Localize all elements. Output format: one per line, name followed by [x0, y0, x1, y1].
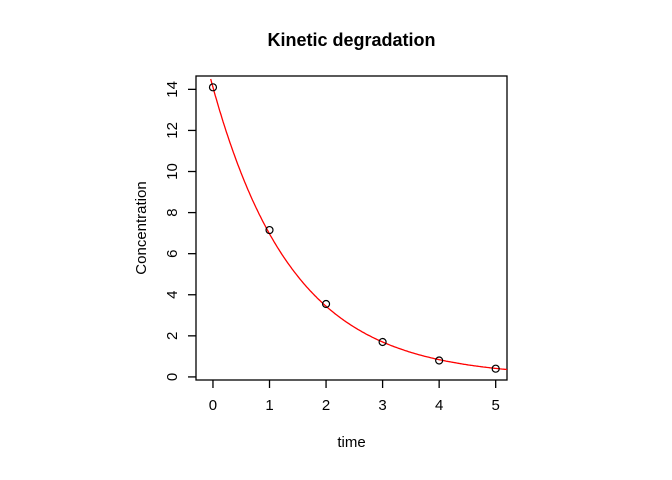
- x-tick-label: 1: [265, 397, 273, 414]
- data-point: [435, 356, 444, 365]
- x-tick-label: 3: [378, 397, 386, 414]
- y-tick-label: 8: [164, 208, 181, 216]
- y-tick-label: 2: [164, 332, 181, 340]
- y-tick-label: 0: [164, 373, 181, 381]
- data-point: [208, 83, 218, 92]
- x-axis-label: time: [337, 434, 365, 451]
- x-tick-label: 4: [435, 397, 443, 414]
- y-tick-label: 12: [164, 122, 181, 139]
- x-tick-label: 0: [209, 397, 217, 414]
- plot-box: [195, 75, 508, 381]
- plot-title: Kinetic degradation: [267, 30, 435, 50]
- y-tick-label: 4: [164, 291, 181, 299]
- y-tick-label: 14: [164, 81, 181, 98]
- y-axis-label: Concentration: [133, 181, 150, 274]
- data-point: [321, 299, 331, 309]
- data-point: [491, 364, 500, 373]
- y-tick-label: 6: [164, 250, 181, 258]
- data-point: [265, 225, 274, 235]
- fitted-curve: [210, 78, 508, 371]
- y-tick-label: 10: [164, 163, 181, 180]
- x-tick-label: 2: [322, 397, 330, 414]
- data-point: [378, 337, 387, 347]
- x-tick-label: 5: [492, 397, 500, 414]
